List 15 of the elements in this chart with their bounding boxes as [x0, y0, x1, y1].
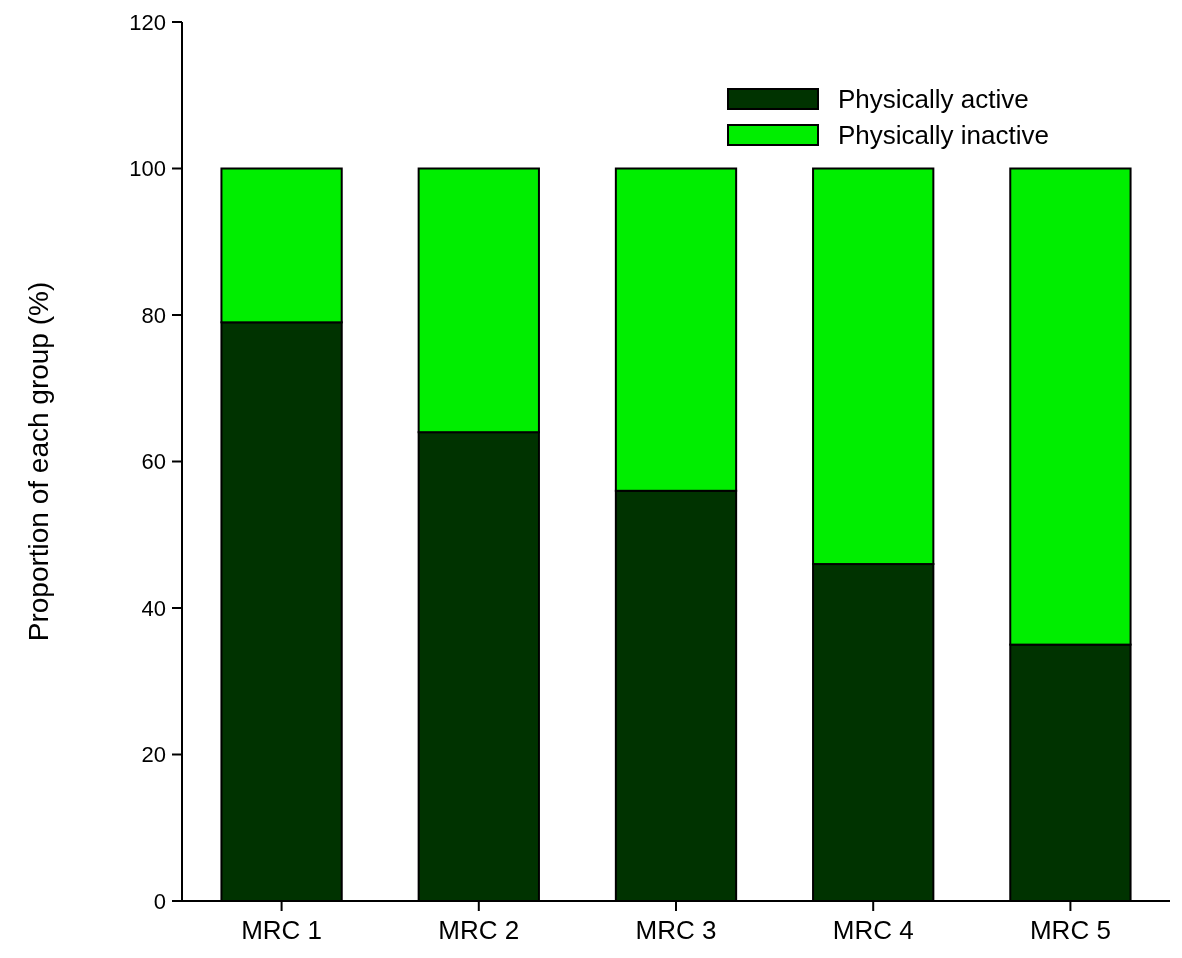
x-tick-label: MRC 4 [832, 915, 914, 945]
y-axis-title: Proportion of each group (%) [23, 281, 54, 642]
y-tick-label: 80 [141, 302, 166, 328]
y-tick-label: 100 [129, 156, 166, 182]
y-tick-label: 40 [141, 595, 166, 621]
legend-label: Physically inactive [838, 120, 1049, 151]
y-tick-label: 60 [141, 449, 166, 475]
legend-label: Physically active [838, 84, 1029, 115]
x-tick-label: MRC 1 [241, 915, 323, 945]
y-tick-label: 0 [153, 888, 166, 914]
x-tick-label: MRC 5 [1029, 915, 1111, 945]
x-tick-label: MRC 3 [635, 915, 717, 945]
x-tick-label: MRC 2 [438, 915, 520, 945]
y-tick-label: 20 [141, 742, 166, 768]
y-tick-label: 120 [129, 9, 166, 35]
